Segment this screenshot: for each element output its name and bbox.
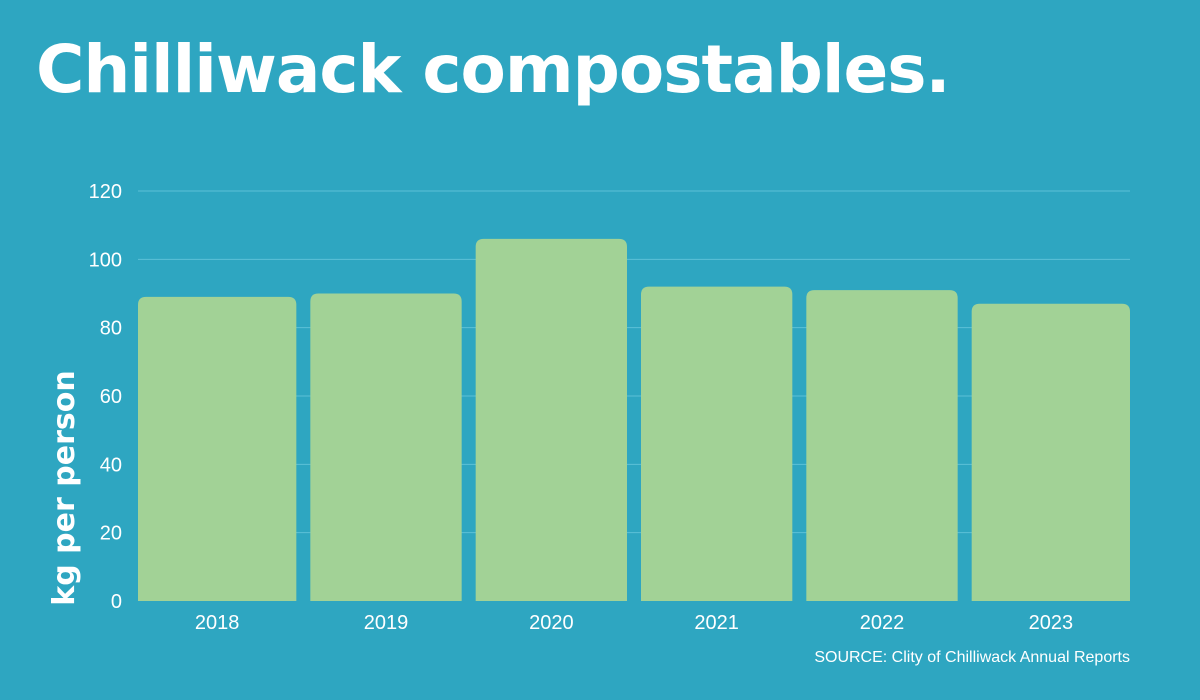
- bar-2023: [971, 303, 1130, 601]
- bar-2021: [641, 286, 793, 601]
- x-tick-label: 2018: [195, 612, 240, 634]
- y-tick-labels: 0 20 40 60 80 100 120: [89, 181, 122, 613]
- y-tick-label: 120: [89, 181, 122, 203]
- gridlines: [138, 190, 1130, 534]
- x-tick-label: 2021: [694, 612, 739, 634]
- x-tick-label: 2019: [364, 612, 409, 634]
- x-tick-label: 2020: [529, 612, 574, 634]
- y-axis-label: kg per person: [47, 370, 82, 605]
- x-tick-labels: 2018 2019 2020 2021 2022 2023: [195, 612, 1073, 634]
- bar-2019: [310, 293, 462, 601]
- bars: [138, 238, 1130, 602]
- x-tick-label: 2023: [1029, 612, 1074, 634]
- y-tick-label: 40: [100, 454, 122, 476]
- y-tick-label: 20: [100, 523, 122, 545]
- x-tick-label: 2022: [860, 612, 905, 634]
- bar-2020: [475, 238, 627, 602]
- bar-2018: [138, 296, 297, 601]
- source-note: SOURCE: Clity of Chilliwack Annual Repor…: [814, 649, 1130, 666]
- y-tick-label: 60: [100, 386, 122, 408]
- y-tick-label: 80: [100, 318, 122, 340]
- y-tick-label: 0: [111, 591, 122, 613]
- bar-2022: [806, 290, 958, 601]
- chart-title: Chilliwack compostables.: [36, 31, 951, 108]
- y-tick-label: 100: [89, 249, 122, 271]
